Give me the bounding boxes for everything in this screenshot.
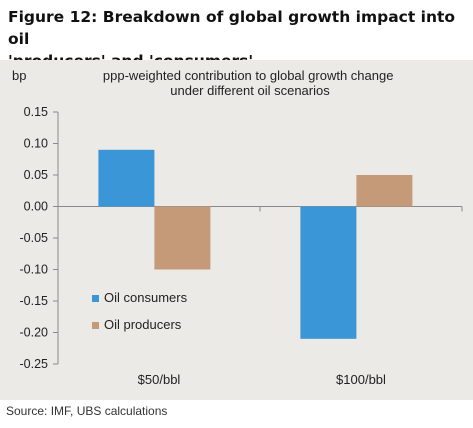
- bar: [154, 206, 211, 270]
- bar: [356, 175, 413, 207]
- chart-panel: bp ppp-weighted contribution to global g…: [0, 60, 473, 400]
- legend-label: Oil producers: [104, 317, 182, 332]
- y-tick-label: -0.05: [20, 231, 49, 245]
- source-note: Source: IMF, UBS calculations: [6, 404, 168, 418]
- legend-swatch: [92, 322, 99, 329]
- bar: [98, 149, 155, 207]
- y-tick-label: -0.15: [20, 294, 49, 308]
- y-tick-label: 0.05: [24, 168, 48, 182]
- y-axis-unit-label: bp: [12, 68, 26, 83]
- chart-subtitle: ppp-weighted contribution to global grow…: [103, 68, 397, 98]
- x-tick-label: $100/bbl: [336, 372, 386, 387]
- y-tick-label: 0.15: [24, 105, 48, 119]
- legend-swatch: [92, 295, 99, 302]
- legend: Oil consumers Oil producers: [92, 290, 188, 332]
- y-axis: 0.15 0.10 0.05 0.00 -0.05 -0.10 -0.15 -0.20 -0.2…: [20, 105, 59, 371]
- legend-label: Oil consumers: [104, 290, 188, 305]
- bars: [98, 149, 413, 339]
- x-tick-label: $50/bbl: [138, 372, 181, 387]
- y-tick-label: 0.10: [24, 137, 48, 151]
- y-tick-label: -0.10: [20, 263, 49, 277]
- y-tick-label: -0.20: [20, 326, 49, 340]
- y-tick-label: -0.25: [20, 357, 49, 371]
- bar-chart: bp ppp-weighted contribution to global g…: [12, 68, 463, 387]
- y-tick-label: 0.00: [24, 200, 48, 214]
- bar: [300, 206, 357, 339]
